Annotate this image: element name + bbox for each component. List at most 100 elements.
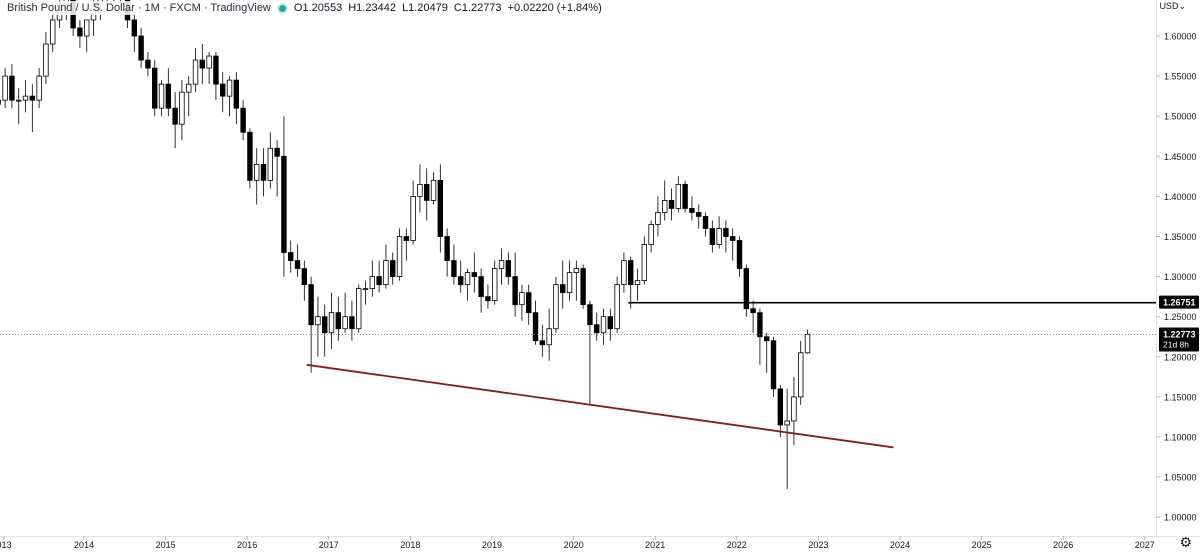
trendline <box>306 363 894 449</box>
time-tick-label: 2014 <box>74 540 94 550</box>
candle <box>254 148 260 205</box>
candle-body <box>9 75 15 101</box>
candle-body <box>308 284 314 326</box>
candle <box>600 308 607 345</box>
candle <box>335 296 342 341</box>
candle-body <box>192 59 199 85</box>
time-tick-label: 2024 <box>890 540 910 550</box>
time-axis[interactable]: 013 2014 2015 2016 2017 2018 2019 2020 2021 2022 2… <box>0 536 1155 550</box>
currency-selector[interactable]: USD⌄ <box>1159 1 1186 11</box>
candle-body <box>430 179 437 201</box>
candle-body <box>22 95 29 101</box>
candle <box>260 148 267 197</box>
candle <box>580 264 586 309</box>
candle <box>383 244 389 289</box>
candle-body <box>179 91 185 125</box>
candle-body <box>662 200 668 213</box>
candle-body <box>532 312 539 342</box>
candle-body <box>213 55 219 85</box>
candle <box>288 240 294 273</box>
candle-body <box>716 228 722 245</box>
candle-body <box>294 260 301 269</box>
candle-body <box>458 276 464 286</box>
candle-body <box>16 99 22 102</box>
candle <box>308 276 314 373</box>
candle <box>403 228 410 261</box>
candle-body <box>702 216 709 229</box>
candle <box>709 220 716 253</box>
candle <box>294 244 301 277</box>
candle <box>798 340 804 405</box>
price-tick-label: 1.05000 <box>1164 473 1197 483</box>
candle <box>478 268 484 313</box>
candle-body <box>682 183 688 209</box>
candle-body <box>274 147 280 157</box>
candle <box>36 68 42 109</box>
candle <box>791 376 797 446</box>
candle-body <box>0 99 2 105</box>
candle <box>213 52 219 101</box>
time-tick-label: 2025 <box>972 540 992 550</box>
price-change: +0.02220 (+1.84%) <box>507 2 602 14</box>
candle <box>226 76 233 117</box>
time-tick-label: 2017 <box>319 540 339 550</box>
candle <box>158 80 165 117</box>
candle-body <box>158 83 165 109</box>
candle-body <box>668 200 675 209</box>
time-tick-label: 2023 <box>808 540 828 550</box>
candle-body <box>587 304 593 326</box>
candle-body <box>437 179 444 237</box>
candle-body <box>186 83 192 93</box>
candle <box>736 236 743 277</box>
candle-body <box>390 260 396 277</box>
candle <box>267 132 274 189</box>
price-axis[interactable]: 1.60000 1.55000 1.50000 1.45000 1.40000 1.350… <box>1156 32 1197 523</box>
time-tick-label: 2018 <box>400 540 420 550</box>
candle-body <box>43 43 49 77</box>
candle-body <box>560 284 566 294</box>
candle <box>628 256 634 309</box>
candle <box>376 260 382 293</box>
candle-body <box>648 224 654 245</box>
candle-body <box>84 19 90 37</box>
candle-body <box>2 75 8 101</box>
candle-body <box>233 79 240 109</box>
candle <box>804 329 811 354</box>
candle-body <box>383 260 389 286</box>
symbol-legend[interactable]: British Pound / U.S. Dollar · 1M · FXCM … <box>4 1 605 15</box>
price-tick-label: 1.20000 <box>1164 352 1197 362</box>
candle-body <box>546 328 552 346</box>
bar-countdown-label: 21d 8h <box>1163 340 1189 350</box>
candle <box>240 100 246 141</box>
candle-body <box>709 228 716 245</box>
candle <box>233 72 240 125</box>
candle-body <box>288 252 294 261</box>
candle <box>716 216 722 249</box>
candle-body <box>260 163 267 181</box>
candle-body <box>464 272 471 286</box>
candle <box>560 260 566 309</box>
candle <box>498 248 505 285</box>
candle <box>179 80 185 141</box>
candle <box>512 252 518 317</box>
price-tick-label: 1.35000 <box>1164 232 1197 242</box>
candle-body <box>600 316 607 334</box>
candle <box>730 228 736 261</box>
candle-body <box>641 244 648 282</box>
candle <box>607 308 614 341</box>
candle <box>505 252 512 285</box>
candle <box>444 228 450 277</box>
price-tick-label: 1.55000 <box>1164 72 1197 82</box>
candlestick-series <box>0 0 811 490</box>
candle-body <box>281 155 287 253</box>
candle <box>594 312 600 341</box>
candle-body <box>50 19 56 45</box>
price-tick-label: 1.15000 <box>1164 392 1197 402</box>
candle <box>396 228 403 281</box>
candle <box>22 80 29 113</box>
gear-icon[interactable]: ⚙ <box>1179 534 1192 550</box>
candle-body <box>220 83 226 97</box>
candle <box>362 280 369 305</box>
symbol-title[interactable]: British Pound / U.S. Dollar · 1M · FXCM … <box>7 2 271 14</box>
